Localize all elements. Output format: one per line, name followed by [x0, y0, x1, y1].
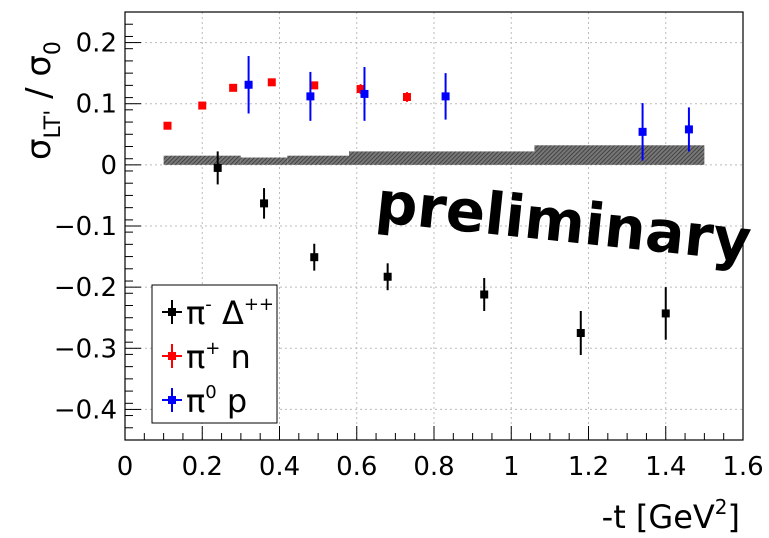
x-tick-labels: 0 0.2 0.4 0.6 0.8 1 1.2 1.4 1.6	[117, 452, 764, 482]
data-point	[310, 253, 319, 262]
data-point	[229, 83, 238, 92]
data-point	[383, 272, 392, 281]
y-tick-labels: 0.2 0.1 0 −0.1 −0.2 −0.3 −0.4	[54, 29, 117, 426]
x-tick-label: 0.4	[259, 452, 300, 482]
legend: π- Δ++ π+ n π0 p	[151, 284, 278, 424]
x-tick-label: 0.2	[182, 452, 223, 482]
x-tick-label: 1	[503, 452, 520, 482]
x-tick-label: 1.4	[645, 452, 686, 482]
y-tick-label: −0.2	[54, 273, 117, 303]
y-tick-label: −0.1	[54, 212, 117, 242]
data-point	[480, 290, 489, 299]
y-tick-label: 0.2	[76, 29, 117, 59]
data-point	[213, 163, 222, 172]
systematic-band	[163, 145, 705, 165]
systematic-band-segment	[349, 151, 535, 165]
data-point	[638, 127, 647, 136]
x-tick-label: 1.6	[722, 452, 763, 482]
y-tick-label: 0	[100, 151, 117, 181]
data-point	[356, 85, 365, 94]
data-point	[441, 92, 450, 101]
data-point	[260, 199, 269, 208]
data-point	[402, 92, 411, 101]
data-series	[163, 56, 693, 356]
y-tick-label: 0.1	[76, 90, 117, 120]
legend-marker	[168, 396, 176, 404]
legend-label: π- Δ++	[186, 294, 274, 332]
x-tick-label: 0.8	[413, 452, 454, 482]
y-axis-label: σLT' / σ0	[19, 41, 66, 160]
systematic-band-segment	[163, 155, 241, 165]
legend-marker	[168, 352, 176, 360]
x-tick-label: 0.6	[336, 452, 377, 482]
x-tick-label: 0	[117, 452, 134, 482]
data-point	[684, 125, 693, 134]
data-point	[306, 92, 315, 101]
legend-marker	[168, 308, 176, 316]
data-point	[310, 81, 319, 90]
data-point	[244, 80, 253, 89]
systematic-band-segment	[534, 145, 705, 165]
data-point	[163, 121, 172, 130]
x-axis-label: -t [GeV2]	[602, 495, 740, 536]
data-point	[267, 78, 276, 87]
legend-label: π+ n	[186, 338, 251, 376]
y-tick-label: −0.3	[54, 334, 117, 364]
legend-label: π0 p	[186, 382, 247, 420]
systematic-band-segment	[287, 155, 350, 165]
x-tick-label: 1.2	[568, 452, 609, 482]
data-point	[576, 329, 585, 337]
data-point	[661, 309, 670, 318]
y-tick-label: −0.4	[54, 395, 117, 425]
data-point	[360, 89, 369, 98]
axis-ticks	[124, 11, 744, 441]
data-point	[198, 101, 207, 110]
systematic-band-segment	[240, 157, 288, 165]
